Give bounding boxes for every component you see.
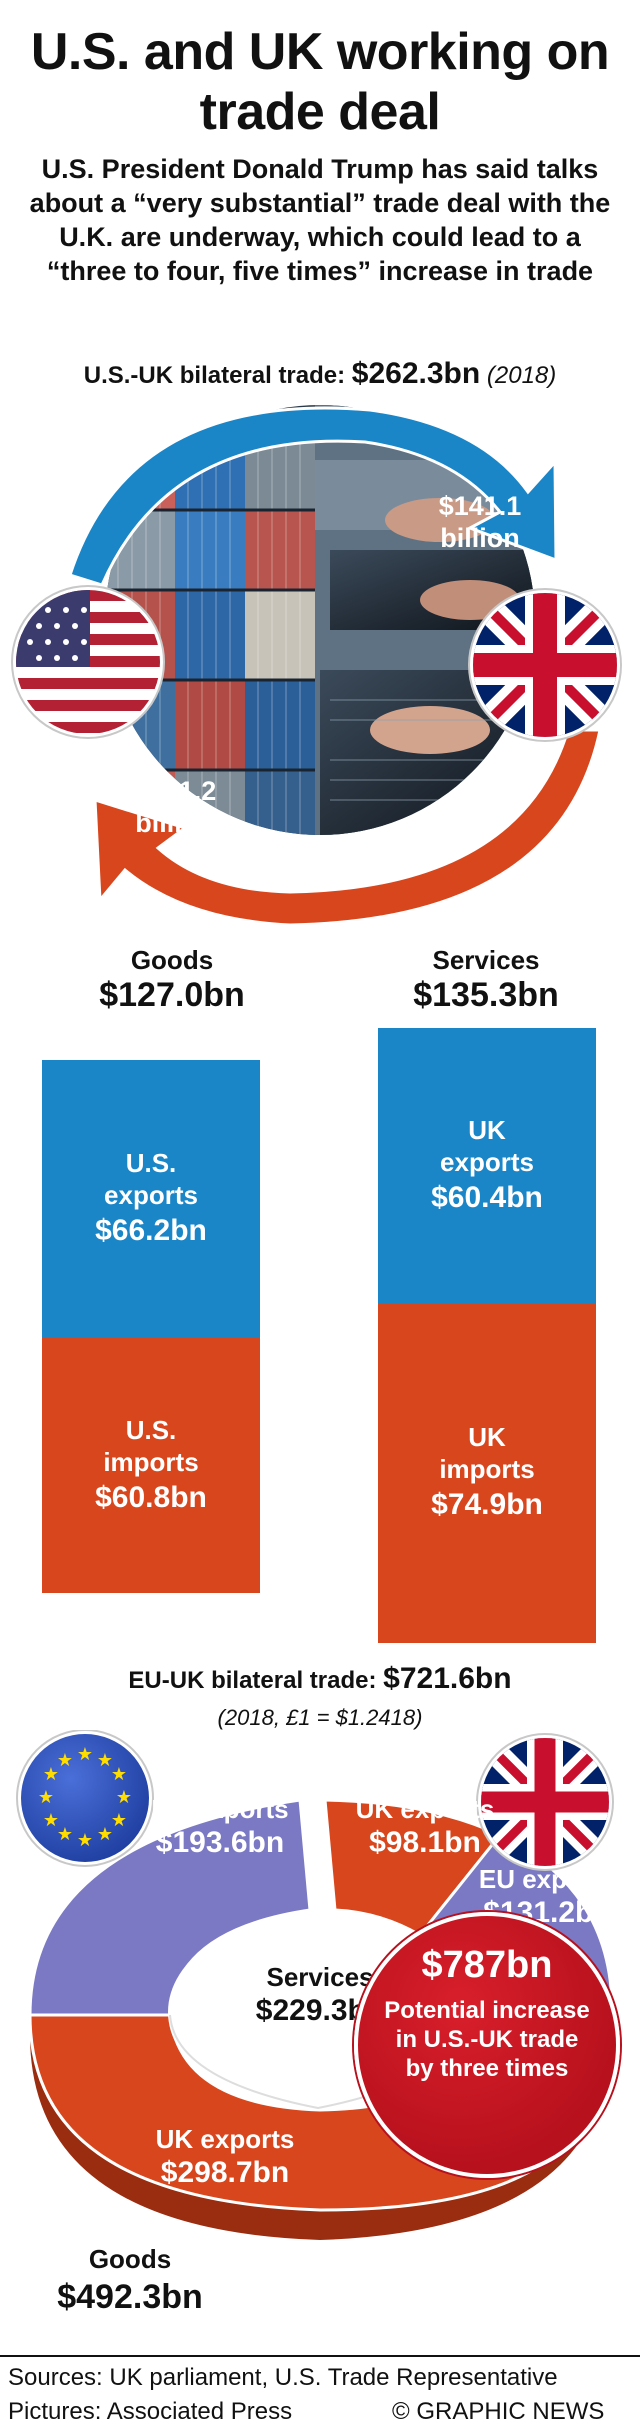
us-to-uk-flow-label: $141.1 billion xyxy=(410,490,550,554)
goods-us-exports-value: $66.2bn xyxy=(95,1214,207,1247)
us-to-uk-flow-value: $141.1 xyxy=(438,491,522,521)
services-uk-imports-l1: UK xyxy=(468,1422,506,1452)
potential-increase-badge: $787bn Potential increase in U.S.-UK tra… xyxy=(354,1912,620,2178)
potential-increase-text: Potential increase in U.S.-UK trade by t… xyxy=(384,1997,590,2082)
us-flag-icon xyxy=(11,585,165,739)
uk-to-us-flow-unit: billion xyxy=(135,808,215,838)
goods-eu-exports-label: EU exports $193.6bn xyxy=(120,1792,320,1860)
services-uk-exports-name: UK exports xyxy=(355,1794,495,1824)
goods-name: Goods xyxy=(130,945,214,975)
uk-to-us-arrow xyxy=(93,728,602,927)
goods-us-exports-l1: U.S. xyxy=(125,1148,177,1178)
svg-text:★: ★ xyxy=(116,1787,132,1808)
svg-text:★: ★ xyxy=(111,1764,127,1785)
us-to-uk-flow-unit: billion xyxy=(440,523,520,553)
uk-to-us-flow-label: $121.2 billion xyxy=(105,775,245,839)
us-uk-total-label: U.S.-UK bilateral trade: xyxy=(83,362,346,389)
services-eu-exports-name: EU exports xyxy=(478,1864,617,1894)
goods-us-imports-l1: U.S. xyxy=(125,1414,177,1445)
standfirst: U.S. President Donald Trump has said tal… xyxy=(29,154,611,286)
services-uk-exports-l2: exports xyxy=(440,1146,534,1177)
services-uk-exports-bar: UK exports $60.4bn xyxy=(378,1028,596,1303)
services-uk-exports-value: $60.4bn xyxy=(431,1180,543,1214)
headline: U.S. and UK working on trade deal xyxy=(30,23,610,141)
svg-text:★: ★ xyxy=(97,1824,113,1845)
services-eu-exports-label: EU exports $131.2bn xyxy=(460,1862,635,1930)
goods-us-imports-bar: U.S. imports $60.8bn xyxy=(42,1338,260,1593)
svg-text:★: ★ xyxy=(97,1750,113,1771)
copyright-credit: © GRAPHIC NEWS xyxy=(392,2398,605,2425)
services-uk-imports-l2: imports xyxy=(439,1454,535,1484)
services-uk-exports-l1: UK xyxy=(468,1114,506,1145)
eu-uk-total-value: $721.6bn xyxy=(383,1662,512,1695)
goods-eu-exports-value: $193.6bn xyxy=(155,1826,285,1859)
uk-to-us-flow-value: $121.2 xyxy=(133,776,217,806)
services-total: $135.3bn xyxy=(413,976,559,1014)
goods-uk-exports-value: $298.7bn xyxy=(160,2156,290,2189)
services-uk-imports-value: $74.9bn xyxy=(431,1488,543,1521)
us-uk-total-row: U.S.-UK bilateral trade: $262.3bn (2018) xyxy=(0,357,640,391)
potential-increase-value: $787bn xyxy=(421,1944,553,1986)
goods-total-name: Goods xyxy=(88,2244,172,2274)
sources-credit: Sources: UK parliament, U.S. Trade Repre… xyxy=(8,2364,558,2391)
svg-text:★: ★ xyxy=(38,1787,54,1808)
us-to-uk-arrow xyxy=(68,406,558,587)
goods-us-exports-l2: exports xyxy=(104,1180,198,1210)
eu-uk-total-label: EU-UK bilateral trade: xyxy=(128,1667,377,1694)
services-uk-exports-value: $98.1bn xyxy=(369,1826,481,1859)
services-center-name: Services xyxy=(266,1962,374,1992)
svg-text:★: ★ xyxy=(77,1744,93,1765)
goods-total: $127.0bn xyxy=(99,976,245,1014)
svg-text:★: ★ xyxy=(43,1764,59,1785)
services-center-label: Services $229.3bn xyxy=(250,1960,390,2028)
eu-uk-exchange-note: (2018, £1 = $1.2418) xyxy=(217,1705,423,1730)
trade-flow-illustration xyxy=(11,405,622,927)
goods-header: Goods $127.0bn xyxy=(42,945,302,1015)
goods-eu-exports-name: EU exports xyxy=(151,1794,289,1824)
goods-uk-exports-label: UK exports $298.7bn xyxy=(120,2122,330,2190)
goods-total-label: Goods $492.3bn xyxy=(40,2240,220,2316)
us-uk-total-year: (2018) xyxy=(486,362,557,389)
footer-divider xyxy=(0,2355,640,2357)
services-uk-imports-bar: UK imports $74.9bn xyxy=(378,1303,596,1643)
goods-us-imports-l2: imports xyxy=(103,1446,199,1477)
services-name: Services xyxy=(432,945,540,975)
eu-flag-icon: ★ ★★ ★★★ ★★★ ★★★ xyxy=(16,1730,154,1867)
uk-flag-icon xyxy=(476,1733,614,1871)
services-uk-exports-label: UK exports $98.1bn xyxy=(335,1792,515,1860)
goods-total-value: $492.3bn xyxy=(57,2278,203,2316)
goods-uk-exports-name: UK exports xyxy=(155,2124,295,2154)
svg-text:★: ★ xyxy=(57,1750,73,1771)
us-uk-total-value: $262.3bn xyxy=(351,357,481,390)
svg-text:★: ★ xyxy=(43,1810,59,1831)
goods-us-imports-value: $60.8bn xyxy=(95,1480,207,1514)
services-header: Services $135.3bn xyxy=(350,945,622,1015)
goods-us-exports-bar: U.S. exports $66.2bn xyxy=(42,1060,260,1338)
pictures-credit: Pictures: Associated Press xyxy=(8,2398,293,2425)
uk-flag-icon xyxy=(468,588,622,742)
svg-text:★: ★ xyxy=(57,1824,73,1845)
eu-uk-total-row: EU-UK bilateral trade: $721.6bn xyxy=(0,1662,640,1696)
svg-text:★: ★ xyxy=(77,1830,93,1851)
svg-text:★: ★ xyxy=(111,1810,127,1831)
